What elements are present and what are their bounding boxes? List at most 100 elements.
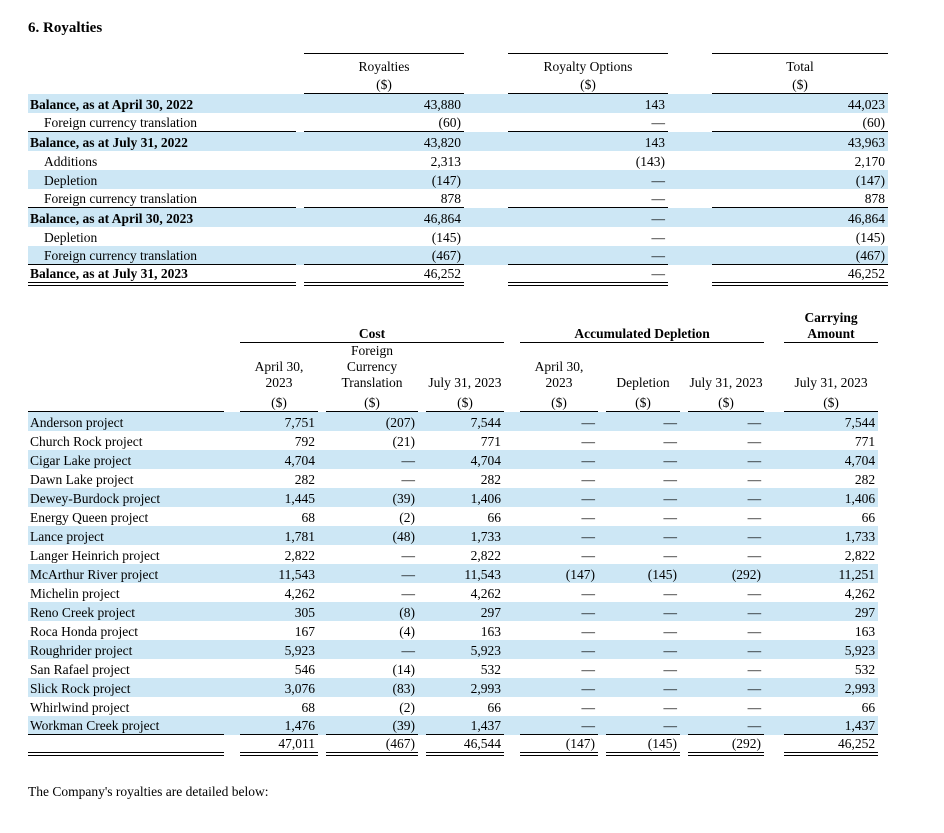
cell-value: 46,544 bbox=[426, 735, 504, 756]
spacer bbox=[680, 343, 688, 393]
spacer bbox=[418, 583, 426, 602]
cell-value: 1,406 bbox=[426, 488, 504, 507]
cell-value: 305 bbox=[240, 602, 318, 621]
table-row: Slick Rock project 3,076 (83) 2,993 — — — 2,993 bbox=[28, 678, 879, 697]
column-header-fx-translation: Foreign Currency Translation bbox=[341, 343, 403, 390]
spacer bbox=[296, 170, 304, 189]
cell-value: 66 bbox=[861, 700, 876, 715]
cell-value: — bbox=[520, 602, 598, 621]
cell-value: 792 bbox=[294, 434, 315, 449]
cell-value: — bbox=[508, 189, 668, 208]
column-group-accumulated-depletion: Accumulated Depletion bbox=[520, 310, 765, 343]
cell-value: — bbox=[401, 586, 416, 601]
cell-value: — bbox=[747, 700, 762, 715]
cell-value: — bbox=[581, 624, 596, 639]
cell-value: 1,437 bbox=[426, 716, 504, 735]
column-header-cost-april: April 30, 2023 bbox=[254, 359, 304, 390]
table-row: Roca Honda project 167 (4) 163 — — — 163 bbox=[28, 621, 878, 640]
table-row: Energy Queen project 68 (2) 66 — — — 66 bbox=[28, 507, 878, 526]
spacer bbox=[598, 469, 606, 488]
cell-value: 46,252 bbox=[712, 265, 888, 286]
spacer bbox=[764, 507, 784, 526]
spacer bbox=[668, 189, 712, 208]
spacer bbox=[680, 507, 688, 526]
row-label: Michelin project bbox=[30, 586, 120, 601]
column-header-carrying-july: July 31, 2023 bbox=[794, 375, 868, 390]
cell-value: — bbox=[581, 434, 596, 449]
table-row: Workman Creek project 1,476 (39) 1,437 — — — 1,… bbox=[28, 716, 879, 735]
group-header-row: Royalties Royalty Options Total bbox=[28, 53, 888, 75]
spacer bbox=[464, 265, 508, 286]
spacer bbox=[504, 735, 520, 756]
spacer bbox=[680, 469, 688, 488]
cell-value: — bbox=[581, 510, 596, 525]
spacer bbox=[464, 113, 508, 132]
cell-value: 143 bbox=[508, 94, 668, 113]
cell-value: 46,864 bbox=[304, 208, 464, 227]
spacer bbox=[224, 678, 240, 697]
cell-value: 1,476 bbox=[240, 716, 318, 735]
cell-value: (2) bbox=[399, 700, 415, 715]
table-row: Michelin project 4,262 — 4,262 — — — 4,262 bbox=[28, 583, 878, 602]
spacer bbox=[318, 412, 326, 431]
row-label: McArthur River project bbox=[28, 564, 224, 583]
cell-value: 66 bbox=[487, 510, 502, 525]
cell-value: (60) bbox=[712, 113, 888, 132]
spacer bbox=[764, 526, 785, 545]
cell-value: — bbox=[326, 640, 418, 659]
cell-value: — bbox=[520, 716, 598, 735]
row-label: Roca Honda project bbox=[30, 624, 138, 639]
spacer bbox=[504, 697, 520, 716]
spacer bbox=[296, 94, 304, 113]
table-row: Depletion (147) — (147) bbox=[28, 170, 888, 189]
table-row: Foreign currency translation (467) — (467) bbox=[28, 246, 888, 265]
cell-value: (21) bbox=[392, 434, 416, 449]
cell-value: 282 bbox=[480, 472, 501, 487]
cell-value: 167 bbox=[294, 624, 315, 639]
spacer bbox=[504, 621, 520, 640]
unit-header-row: ($) ($) ($) ($) ($) ($) ($) bbox=[28, 393, 879, 412]
cell-value: 46,864 bbox=[712, 208, 888, 227]
table-row: Whirlwind project 68 (2) 66 — — — 66 bbox=[28, 697, 878, 716]
spacer bbox=[504, 488, 520, 507]
spacer bbox=[318, 621, 326, 640]
spacer bbox=[764, 431, 784, 450]
cell-value: — bbox=[606, 412, 680, 431]
cell-value: — bbox=[663, 624, 678, 639]
row-label bbox=[28, 735, 224, 756]
spacer bbox=[504, 412, 520, 431]
spacer bbox=[598, 659, 606, 678]
spacer bbox=[598, 583, 606, 602]
spacer bbox=[418, 507, 426, 526]
column-header-depletion-april: April 30, 2023 bbox=[534, 359, 584, 390]
spacer bbox=[224, 602, 240, 621]
cell-value: — bbox=[581, 472, 596, 487]
footer-text: The Company's royalties are detailed bel… bbox=[28, 784, 269, 799]
unit-header-royalty-options: ($) bbox=[508, 75, 668, 94]
spacer bbox=[680, 602, 688, 621]
row-label: Church Rock project bbox=[30, 434, 143, 449]
spacer bbox=[598, 545, 606, 564]
spacer bbox=[224, 450, 240, 469]
spacer bbox=[418, 735, 426, 756]
cell-value: 2,313 bbox=[430, 154, 461, 169]
spacer bbox=[598, 602, 606, 621]
unit-header: ($) bbox=[688, 393, 765, 412]
spacer bbox=[224, 431, 240, 450]
cell-value: — bbox=[663, 662, 678, 677]
table-row: Dewey-Burdock project 1,445 (39) 1,406 — — — 1,… bbox=[28, 488, 879, 507]
spacer bbox=[598, 488, 606, 507]
cell-value: (147) bbox=[520, 564, 598, 583]
spacer bbox=[224, 507, 240, 526]
table-row: Anderson project 7,751 (207) 7,544 — — — 7,544 bbox=[28, 412, 879, 431]
table-row: Roughrider project 5,923 — 5,923 — — — 5,923 bbox=[28, 640, 879, 659]
cell-value: — bbox=[520, 640, 598, 659]
cell-value: — bbox=[663, 434, 678, 449]
cell-value: 163 bbox=[854, 624, 876, 639]
spacer bbox=[464, 94, 508, 113]
cell-value: 2,822 bbox=[284, 548, 315, 563]
spacer bbox=[764, 488, 785, 507]
spacer bbox=[418, 393, 426, 412]
cell-value: — bbox=[606, 488, 680, 507]
spacer bbox=[224, 545, 240, 564]
